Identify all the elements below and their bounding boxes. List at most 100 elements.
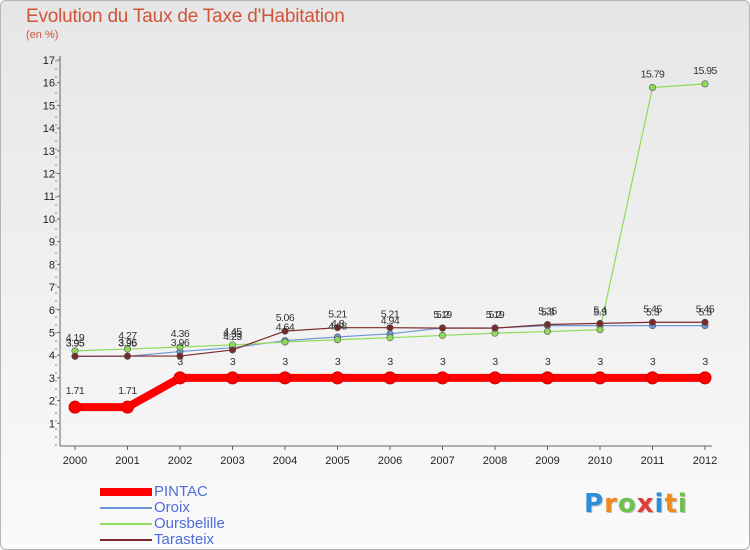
legend-swatch bbox=[100, 539, 152, 541]
legend-swatch bbox=[100, 488, 152, 496]
chart-title: Evolution du Taux de Taxe d'Habitation bbox=[26, 6, 345, 27]
y-tick-label: 4 bbox=[49, 350, 55, 362]
data-label-tarasteix: 5.35 bbox=[538, 306, 557, 318]
data-label-pintac: 3 bbox=[440, 356, 446, 368]
data-point-oursbelille bbox=[596, 326, 604, 334]
legend-item-oursbelille: Oursbelille bbox=[100, 516, 320, 532]
data-label-oroix: 3.95 bbox=[118, 337, 137, 349]
data-point-tarasteix bbox=[176, 352, 184, 360]
data-point-tarasteix bbox=[333, 324, 341, 332]
x-tick-label: 2009 bbox=[535, 455, 559, 467]
data-point-tarasteix bbox=[281, 327, 289, 335]
legend-label: Tarasteix bbox=[154, 531, 215, 548]
legend-item-pintac: PINTAC bbox=[100, 484, 320, 500]
legend-swatch bbox=[100, 523, 152, 525]
data-label-oroix: 4.33 bbox=[223, 329, 242, 341]
data-label-oroix: 5.3 bbox=[593, 307, 607, 319]
data-label-oursbelille: 15.79 bbox=[641, 68, 665, 80]
data-label-pintac: 3 bbox=[282, 356, 288, 368]
data-label-tarasteix: 3.96 bbox=[118, 337, 137, 349]
y-tick-label: 17 bbox=[43, 55, 55, 67]
logo-letter: r bbox=[604, 489, 618, 519]
data-point-tarasteix bbox=[438, 324, 446, 332]
x-tick-label: 2005 bbox=[325, 455, 349, 467]
logo-letter: P bbox=[584, 489, 605, 519]
data-point-tarasteix bbox=[71, 352, 79, 360]
legend-item-oroix: Oroix bbox=[100, 500, 320, 516]
y-tick-label: 1 bbox=[49, 418, 55, 430]
data-point-tarasteix bbox=[386, 324, 394, 332]
x-tick-label: 2000 bbox=[63, 455, 87, 467]
data-point-pintac bbox=[121, 400, 134, 414]
data-label-pintac: 3 bbox=[597, 356, 603, 368]
data-label-tarasteix: 4.23 bbox=[223, 331, 242, 343]
data-point-oursbelille bbox=[543, 328, 551, 336]
data-label-tarasteix: 5.4 bbox=[593, 304, 607, 316]
y-tick-label: 5 bbox=[49, 327, 55, 339]
data-label-oroix: 4.94 bbox=[381, 315, 400, 327]
data-point-pintac bbox=[383, 371, 397, 385]
data-label-tarasteix: 5.06 bbox=[276, 312, 295, 324]
data-label-oursbelille: 4.19 bbox=[66, 332, 85, 344]
data-point-tarasteix bbox=[229, 346, 237, 354]
data-point-tarasteix bbox=[124, 352, 132, 360]
y-tick-label: 10 bbox=[43, 214, 55, 226]
x-tick-label: 2002 bbox=[168, 455, 192, 467]
y-tick-label: 9 bbox=[49, 237, 55, 249]
y-tick-label: 8 bbox=[49, 259, 55, 271]
data-point-pintac bbox=[68, 400, 82, 414]
legend-swatch bbox=[100, 507, 152, 509]
data-label-oroix: 4.64 bbox=[276, 322, 295, 334]
data-point-tarasteix bbox=[491, 324, 499, 332]
data-point-pintac bbox=[646, 371, 659, 385]
chart-unit-label: (en %) bbox=[26, 29, 59, 41]
data-label-oursbelille: 4.36 bbox=[171, 328, 190, 340]
y-tick-label: 11 bbox=[44, 191, 55, 203]
y-tick-label: 2 bbox=[49, 396, 55, 408]
logo-letter: o bbox=[617, 489, 637, 519]
data-label-pintac: 3 bbox=[230, 356, 236, 368]
data-label-oursbelille: 4.27 bbox=[118, 330, 137, 342]
data-label-oroix: 5.3 bbox=[646, 307, 660, 319]
data-label-oroix: 5.2 bbox=[436, 309, 450, 321]
x-tick-label: 2001 bbox=[115, 455, 139, 467]
data-point-oursbelille bbox=[124, 345, 132, 353]
data-point-pintac bbox=[331, 371, 344, 385]
data-point-oursbelille bbox=[386, 334, 394, 342]
y-tick-label: 14 bbox=[43, 123, 55, 135]
data-label-tarasteix: 3.95 bbox=[66, 337, 85, 349]
data-point-pintac bbox=[541, 371, 554, 385]
legend-item-tarasteix: Tarasteix bbox=[100, 532, 320, 548]
data-label-tarasteix: 5.21 bbox=[381, 309, 400, 321]
data-label-pintac: 3 bbox=[545, 356, 551, 368]
data-point-tarasteix bbox=[596, 319, 604, 327]
data-point-tarasteix bbox=[648, 318, 656, 326]
data-label-oursbelille: 15.95 bbox=[693, 65, 717, 77]
x-tick-label: 2011 bbox=[641, 455, 665, 467]
y-tick-label: 12 bbox=[43, 169, 55, 181]
x-tick-label: 2008 bbox=[483, 455, 507, 467]
y-tick-label: 7 bbox=[49, 282, 55, 294]
legend-label: Oursbelille bbox=[154, 515, 225, 532]
x-tick-label: 2010 bbox=[588, 455, 612, 467]
data-label-oursbelille: 4.45 bbox=[223, 326, 242, 338]
y-tick-label: 13 bbox=[43, 146, 55, 158]
data-point-pintac bbox=[488, 371, 502, 385]
data-label-pintac: 3 bbox=[650, 356, 656, 368]
data-label-tarasteix: 5.21 bbox=[328, 309, 347, 321]
data-point-oursbelille bbox=[438, 331, 446, 339]
data-label-oroix: 3.95 bbox=[66, 337, 85, 349]
data-label-pintac: 1.71 bbox=[66, 385, 85, 397]
data-label-tarasteix: 5.45 bbox=[696, 303, 715, 315]
data-label-oursbelille: 4.68 bbox=[328, 321, 347, 333]
data-label-pintac: 3 bbox=[702, 356, 708, 368]
data-label-pintac: 3 bbox=[492, 356, 498, 368]
data-point-oursbelille bbox=[648, 83, 656, 91]
x-tick-label: 2006 bbox=[378, 455, 402, 467]
data-label-tarasteix: 5.45 bbox=[643, 303, 662, 315]
data-point-oursbelille bbox=[176, 343, 184, 351]
data-label-tarasteix: 5.19 bbox=[486, 309, 505, 321]
data-point-tarasteix bbox=[543, 321, 551, 329]
